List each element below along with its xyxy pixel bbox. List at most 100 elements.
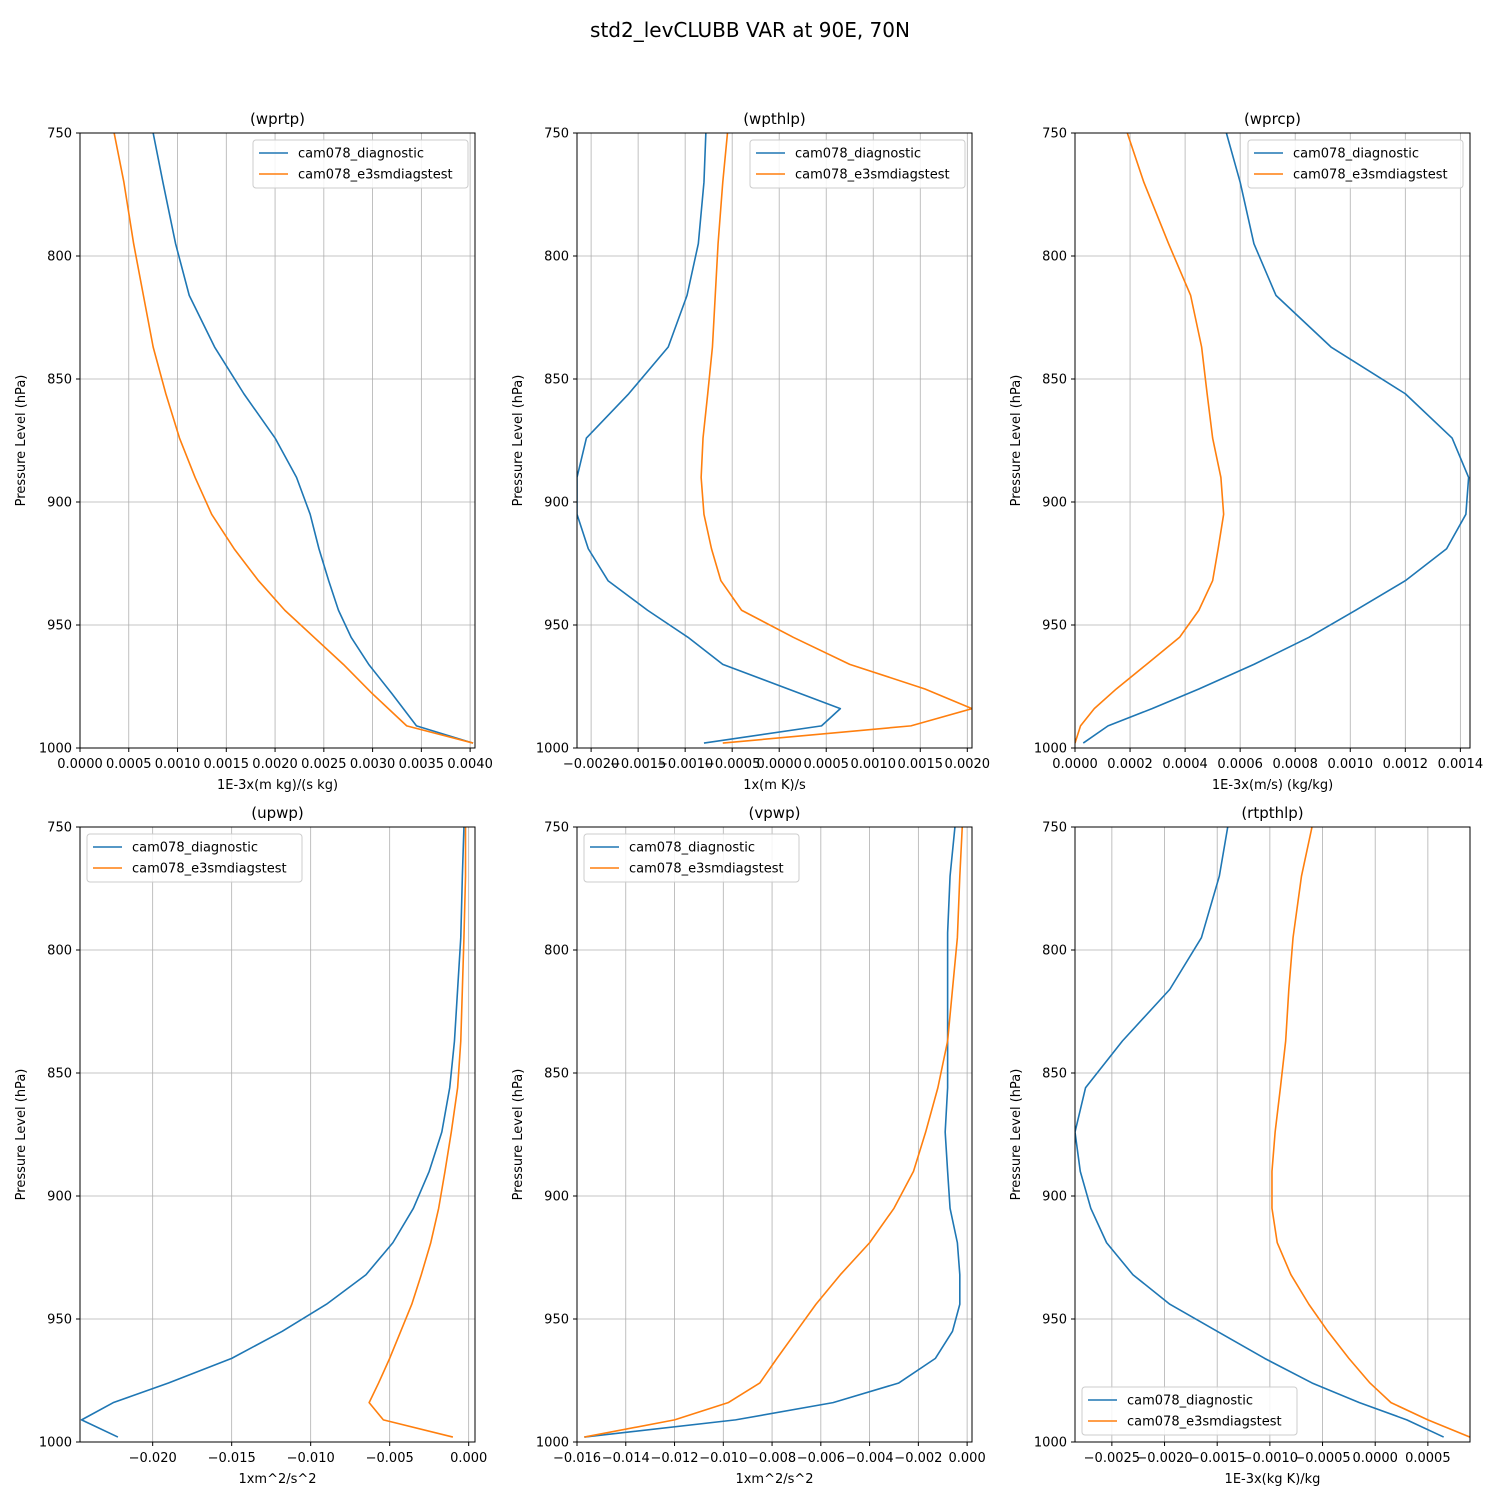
legend-label-cam078-e3smdiagstest: cam078_e3smdiagstest [629,862,784,877]
x-tick-label: 0.0015 [898,757,944,772]
panel-title: (wpthlp) [743,110,806,128]
legend-label-cam078-e3smdiagstest: cam078_e3smdiagstest [132,862,287,877]
y-tick-label: 850 [1042,373,1067,388]
panel-wprcp: 0.0000 0.0002 0.0004 0.0006 0.0008 0.0010 0.00… [1009,110,1483,793]
y-tick-label: 900 [544,496,569,511]
x-tick-label: −0.0025 [1084,1451,1140,1466]
series-line-cam078-diagnostic [1075,827,1445,1438]
y-axis-label: Pressure Level (hPa) [1009,375,1024,507]
legend-label-cam078-diagnostic: cam078_diagnostic [795,147,921,162]
y-tick-label: 750 [47,821,72,836]
x-tick-label: 0.0010 [1328,757,1374,772]
x-tick-label: 0.0030 [350,757,396,772]
y-tick-label: 850 [1042,1067,1067,1082]
y-tick-label: 800 [544,944,569,959]
x-tick-label: −0.002 [894,1451,942,1466]
x-tick-label: 0.0005 [1405,1451,1451,1466]
x-tick-label: −0.0005 [704,757,760,772]
y-tick-label: 850 [47,373,72,388]
x-tick-label: 0.0006 [1217,757,1263,772]
y-tick-label: 800 [544,250,569,265]
y-tick-label: 900 [47,1190,72,1205]
series-line-cam078-e3smdiagstest [584,827,964,1438]
axes-frame [79,826,476,1443]
legend-label-cam078-diagnostic: cam078_diagnostic [1293,147,1419,162]
series-group [80,827,467,1438]
x-tick-label: −0.0010 [1242,1451,1298,1466]
x-tick-label: −0.016 [553,1451,601,1466]
legend-label-cam078-e3smdiagstest: cam078_e3smdiagstest [1127,1415,1282,1430]
panel-title: (vpwp) [749,804,801,822]
y-tick-label: 800 [47,250,72,265]
y-axis-label: Pressure Level (hPa) [14,1069,29,1201]
panel-title: (upwp) [251,804,304,822]
x-tick-label: 0.0005 [803,757,849,772]
legend-box [749,139,966,189]
y-tick-label: 1000 [536,1436,569,1451]
series-line-cam078-e3smdiagstest [368,827,467,1438]
y-tick-label: 850 [47,1067,72,1082]
panel-rtpthlp: −0.0025−0.0020−0.0015−0.0010−0.0005 0.000… [1009,804,1471,1487]
x-tick-label: −0.010 [699,1451,747,1466]
x-tick-label: 0.0000 [57,757,103,772]
y-tick-label: 900 [47,496,72,511]
y-tick-label: 750 [544,821,569,836]
x-tick-label: 0.0005 [106,757,152,772]
x-tick-label: −0.0010 [657,757,713,772]
legend: cam078_diagnostic cam078_e3smdiagstest [583,833,800,883]
x-tick-label: −0.006 [797,1451,845,1466]
legend-label-cam078-e3smdiagstest: cam078_e3smdiagstest [1293,168,1448,183]
x-tick-label: −0.0015 [610,757,666,772]
series-group [584,827,964,1438]
series-line-cam078-diagnostic [1082,133,1470,744]
x-tick-label: 0.0002 [1107,757,1153,772]
y-tick-label: 950 [1042,619,1067,634]
legend: cam078_diagnostic cam078_e3smdiagstest [1247,139,1464,189]
x-tick-label: 0.0035 [399,757,445,772]
y-tick-label: 950 [544,619,569,634]
x-tick-label: 0.0010 [851,757,897,772]
y-tick-label: 900 [544,1190,569,1205]
y-tick-label: 800 [1042,944,1067,959]
y-tick-label: 950 [47,1313,72,1328]
y-tick-label: 900 [1042,496,1067,511]
legend-label-cam078-diagnostic: cam078_diagnostic [298,147,424,162]
y-tick-label: 800 [47,944,72,959]
legend-label-cam078-e3smdiagstest: cam078_e3smdiagstest [795,168,950,183]
x-axis-label: 1x(m K)/s [743,778,806,793]
panel-title: (rtpthlp) [1241,804,1303,822]
panel-upwp: −0.020 −0.015 −0.010 −0.005 0.000 750 800 850 90… [14,804,487,1487]
legend-label-cam078-e3smdiagstest: cam078_e3smdiagstest [298,168,453,183]
y-tick-label: 750 [1042,127,1067,142]
y-tick-label: 950 [47,619,72,634]
legend: cam078_diagnostic cam078_e3smdiagstest [749,139,966,189]
x-tick-label: −0.020 [129,1451,177,1466]
x-tick-label: −0.004 [846,1451,894,1466]
x-tick-label: −0.014 [602,1451,650,1466]
y-axis-label: Pressure Level (hPa) [1009,1069,1024,1201]
x-tick-label: 0.0015 [204,757,250,772]
legend-label-cam078-diagnostic: cam078_diagnostic [1127,1394,1253,1409]
legend-box [583,833,800,883]
x-tick-label: −0.008 [748,1451,796,1466]
y-tick-label: 800 [1042,250,1067,265]
y-axis-label: Pressure Level (hPa) [511,1069,526,1201]
axes-frame [1074,826,1471,1443]
series-group [1075,827,1470,1438]
panel-wprtp: 0.0000 0.0005 0.0010 0.0015 0.0020 0.0025 0.00… [14,110,493,793]
x-axis-label: 1E-3x(kg K)/kg [1225,1472,1321,1487]
axes-frame [576,132,973,749]
series-line-cam078-diagnostic [80,827,465,1438]
y-tick-label: 750 [1042,821,1067,836]
x-tick-label: −0.010 [287,1451,335,1466]
series-group [113,133,474,744]
x-axis-label: 1E-3x(m kg)/(s kg) [217,778,338,793]
series-line-cam078-e3smdiagstest [1075,133,1225,744]
legend: cam078_diagnostic cam078_e3smdiagstest [86,833,303,883]
series-line-cam078-e3smdiagstest [113,133,474,744]
legend-label-cam078-diagnostic: cam078_diagnostic [629,841,755,856]
legend: cam078_diagnostic cam078_e3smdiagstest [1081,1386,1298,1436]
x-tick-label: 0.0000 [1352,1451,1398,1466]
x-tick-label: −0.0015 [1189,1451,1245,1466]
x-tick-label: −0.0020 [1136,1451,1192,1466]
